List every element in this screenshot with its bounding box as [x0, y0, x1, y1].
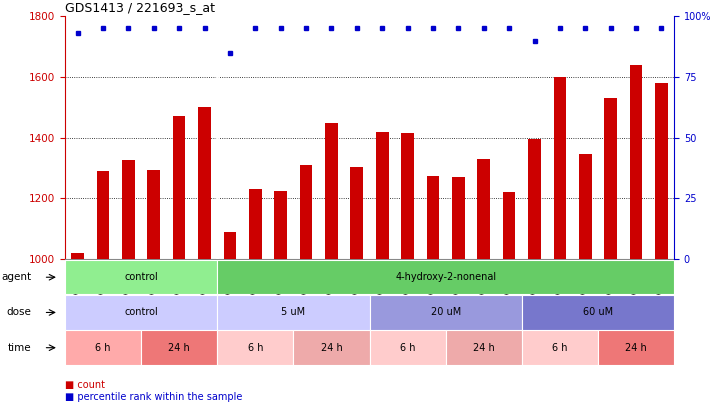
Text: 6 h: 6 h — [247, 343, 263, 353]
Bar — [173, 117, 185, 259]
Bar — [65, 330, 141, 365]
Text: ■ percentile rank within the sample: ■ percentile rank within the sample — [65, 392, 242, 402]
Bar — [300, 165, 312, 259]
Text: dose: dose — [6, 307, 32, 318]
Bar — [217, 330, 293, 365]
Bar — [350, 166, 363, 259]
Bar — [122, 160, 135, 259]
Bar — [224, 232, 236, 259]
Text: 60 uM: 60 uM — [583, 307, 613, 318]
Bar — [65, 295, 217, 330]
Text: time: time — [8, 343, 32, 353]
Bar — [598, 330, 674, 365]
Bar — [579, 154, 592, 259]
Bar — [503, 192, 516, 259]
Text: 6 h: 6 h — [552, 343, 567, 353]
Bar — [446, 330, 522, 365]
Bar — [629, 65, 642, 259]
Text: 4-hydroxy-2-nonenal: 4-hydroxy-2-nonenal — [395, 272, 496, 282]
Bar — [604, 98, 617, 259]
Text: control: control — [124, 272, 158, 282]
Bar — [293, 330, 369, 365]
Text: 20 uM: 20 uM — [430, 307, 461, 318]
Bar — [376, 132, 389, 259]
Bar — [655, 83, 668, 259]
Bar — [65, 260, 217, 294]
Bar — [325, 123, 337, 259]
Bar — [522, 330, 598, 365]
Text: ■ count: ■ count — [65, 380, 105, 390]
Bar — [369, 295, 522, 330]
Text: agent: agent — [1, 272, 32, 282]
Bar — [402, 133, 414, 259]
Bar — [554, 77, 566, 259]
Bar — [71, 253, 84, 259]
Bar — [369, 330, 446, 365]
Text: GDS1413 / 221693_s_at: GDS1413 / 221693_s_at — [65, 1, 215, 14]
Text: 24 h: 24 h — [473, 343, 495, 353]
Text: 24 h: 24 h — [625, 343, 647, 353]
Text: 24 h: 24 h — [321, 343, 342, 353]
Text: 5 uM: 5 uM — [281, 307, 306, 318]
Bar — [274, 191, 287, 259]
Bar — [217, 260, 674, 294]
Bar — [97, 171, 110, 259]
Bar — [452, 177, 465, 259]
Bar — [477, 159, 490, 259]
Text: 24 h: 24 h — [168, 343, 190, 353]
Bar — [528, 139, 541, 259]
Bar — [198, 107, 211, 259]
Bar — [249, 190, 262, 259]
Bar — [147, 170, 160, 259]
Bar — [427, 176, 439, 259]
Bar — [141, 330, 217, 365]
Bar — [217, 295, 369, 330]
Text: 6 h: 6 h — [95, 343, 111, 353]
Bar — [522, 295, 674, 330]
Text: control: control — [124, 307, 158, 318]
Text: 6 h: 6 h — [400, 343, 415, 353]
